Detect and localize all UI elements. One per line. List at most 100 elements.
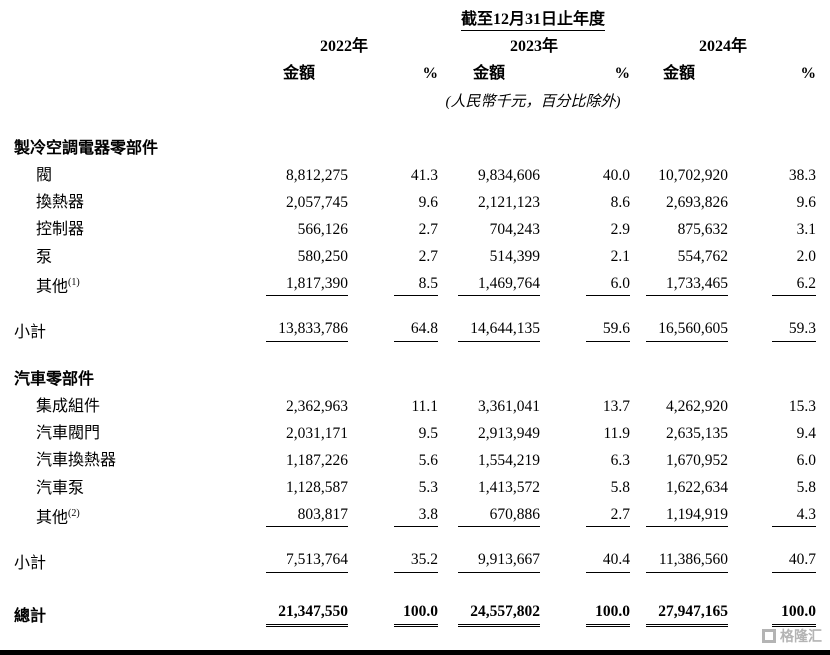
amount-2024: 1,622,634 — [666, 479, 728, 497]
pct-2023: 13.7 — [602, 397, 630, 415]
row-label: 其他(2) — [36, 507, 80, 527]
subtotal-label: 小計 — [14, 323, 47, 341]
pct-2024: 5.8 — [796, 479, 817, 497]
amount-2022: 580,250 — [297, 248, 348, 266]
row-auto-pump: 汽車泵 1,128,587 5.3 1,413,572 5.8 1,622,63… — [14, 475, 816, 502]
row-label: 控制器 — [36, 221, 85, 239]
row-label: 汽車泵 — [36, 479, 85, 497]
pct-2022: 11.1 — [411, 397, 438, 415]
pct-2024: 9.4 — [796, 424, 817, 442]
pct-2022: 41.3 — [410, 166, 438, 184]
amount-2024: 1,670,952 — [666, 452, 728, 470]
pct-2024: 3.1 — [796, 220, 817, 238]
amount-2024: 1,733,465 — [630, 271, 728, 301]
unit-note: (人民幣千元，百分比除外) — [445, 93, 621, 110]
amount-2024: 1,194,919 — [630, 502, 728, 532]
footnote-marker: (2) — [68, 507, 80, 519]
row-integrated-components: 集成組件 2,362,963 11.1 3,361,041 13.7 4,262… — [14, 393, 816, 420]
row-valve: 閥 8,812,275 41.3 9,834,606 40.0 10,702,9… — [14, 162, 816, 189]
year-header-2024: 2024年 — [699, 38, 748, 56]
row-label: 集成組件 — [36, 398, 101, 416]
year-header-2022: 2022年 — [319, 38, 368, 56]
pct-2023: 2.9 — [610, 220, 630, 238]
period-title: 截至12月31日止年度 — [461, 11, 606, 31]
row-controller: 控制器 566,126 2.7 704,243 2.9 875,632 3.1 — [14, 216, 816, 243]
pct-2022: 9.6 — [418, 193, 438, 211]
row-label: 泵 — [36, 248, 53, 266]
amount-2023: 9,913,667 — [438, 531, 540, 577]
amount-2024: 10,702,920 — [658, 166, 728, 184]
amount-2022: 21,347,550 — [250, 577, 348, 631]
amount-2023: 2,121,123 — [478, 193, 540, 211]
row-auto-heat-exchanger: 汽車換熱器 1,187,226 5.6 1,554,219 6.3 1,670,… — [14, 447, 816, 474]
amount-2023: 1,413,572 — [478, 479, 540, 497]
financial-table-page: 截至12月31日止年度 2022年 2023年 2024年 金額 % 金額 % … — [14, 6, 817, 631]
subtotal-label: 小計 — [14, 554, 47, 572]
percent-header: % — [614, 64, 631, 82]
percent-header: % — [422, 64, 439, 82]
amount-2023: 1,469,764 — [438, 271, 540, 301]
watermark: 格隆汇 — [762, 626, 822, 646]
pct-2023: 40.4 — [540, 531, 630, 577]
pct-2022: 2.7 — [418, 220, 438, 238]
pct-2022: 8.5 — [348, 271, 438, 301]
pct-2023: 100.0 — [540, 577, 630, 631]
amount-2022: 8,812,275 — [286, 166, 348, 184]
amount-2022: 7,513,764 — [250, 531, 348, 577]
pct-2024: 4.3 — [728, 502, 817, 532]
column-header-row: 金額 % 金額 % 金額 % — [14, 60, 816, 87]
amount-2023: 2,913,949 — [478, 424, 540, 442]
amount-2022: 1,128,587 — [286, 479, 348, 497]
amount-2024: 16,560,605 — [630, 300, 728, 346]
row-pump: 泵 580,250 2.7 514,399 2.1 554,762 2.0 — [14, 244, 816, 271]
pct-2022: 5.3 — [418, 479, 438, 497]
amount-2023: 670,886 — [438, 502, 540, 532]
pct-2022: 2.7 — [418, 248, 438, 266]
amount-2022: 2,031,171 — [286, 424, 348, 442]
row-others-1: 其他(1) 1,817,390 8.5 1,469,764 6.0 1,733,… — [14, 271, 817, 301]
section-title: 汽車零部件 — [14, 370, 95, 388]
pct-2022: 64.8 — [348, 300, 438, 346]
row-auto-valve: 汽車閥門 2,031,171 9.5 2,913,949 11.9 2,635,… — [14, 420, 816, 447]
year-header-2023: 2023年 — [509, 38, 558, 56]
gelonghui-logo-icon — [762, 629, 776, 643]
pct-2022: 100.0 — [348, 577, 438, 631]
section-title: 製冷空調電器零部件 — [14, 139, 159, 157]
pct-2024: 38.3 — [788, 166, 817, 184]
amount-2022: 2,057,745 — [286, 193, 348, 211]
section-title-automotive: 汽車零部件 — [14, 346, 816, 393]
period-header-row: 截至12月31日止年度 — [14, 6, 816, 33]
amount-2022: 13,833,786 — [250, 300, 348, 346]
pct-2024: 9.6 — [796, 193, 817, 211]
amount-2023: 1,554,219 — [478, 452, 540, 470]
pct-2022: 5.6 — [418, 452, 438, 470]
amount-2024: 11,386,560 — [630, 531, 728, 577]
amount-header: 金額 — [282, 65, 315, 83]
pct-2023: 5.8 — [610, 479, 630, 497]
pct-2024: 6.0 — [796, 452, 817, 470]
row-total: 總計 21,347,550 100.0 24,557,802 100.0 27,… — [14, 577, 817, 631]
section-title-refrigeration: 製冷空調電器零部件 — [14, 115, 816, 162]
pct-2023: 59.6 — [540, 300, 630, 346]
pct-2024: 59.3 — [728, 300, 817, 346]
pct-2023: 40.0 — [602, 166, 630, 184]
amount-2023: 704,243 — [489, 220, 540, 238]
pct-2024: 100.0 — [728, 577, 817, 631]
amount-2022: 2,362,963 — [286, 397, 348, 415]
amount-2023: 14,644,135 — [438, 300, 540, 346]
amount-2022: 803,817 — [250, 502, 348, 532]
amount-2023: 514,399 — [489, 248, 540, 266]
row-others-2: 其他(2) 803,817 3.8 670,886 2.7 1,194,919 … — [14, 502, 817, 532]
watermark-text: 格隆汇 — [780, 628, 822, 644]
row-heat-exchanger: 換熱器 2,057,745 9.6 2,121,123 8.6 2,693,82… — [14, 189, 816, 216]
year-header-row: 2022年 2023年 2024年 — [14, 33, 816, 60]
pct-2022: 3.8 — [348, 502, 438, 532]
pct-2023: 8.6 — [610, 193, 630, 211]
total-label: 總計 — [14, 608, 47, 626]
amount-2024: 875,632 — [677, 220, 728, 238]
amount-2024: 4,262,920 — [666, 397, 728, 415]
pct-2023: 6.3 — [610, 452, 630, 470]
amount-2022: 1,187,226 — [286, 452, 348, 470]
pct-2023: 2.7 — [540, 502, 630, 532]
revenue-breakdown-table: 截至12月31日止年度 2022年 2023年 2024年 金額 % 金額 % … — [14, 6, 817, 631]
